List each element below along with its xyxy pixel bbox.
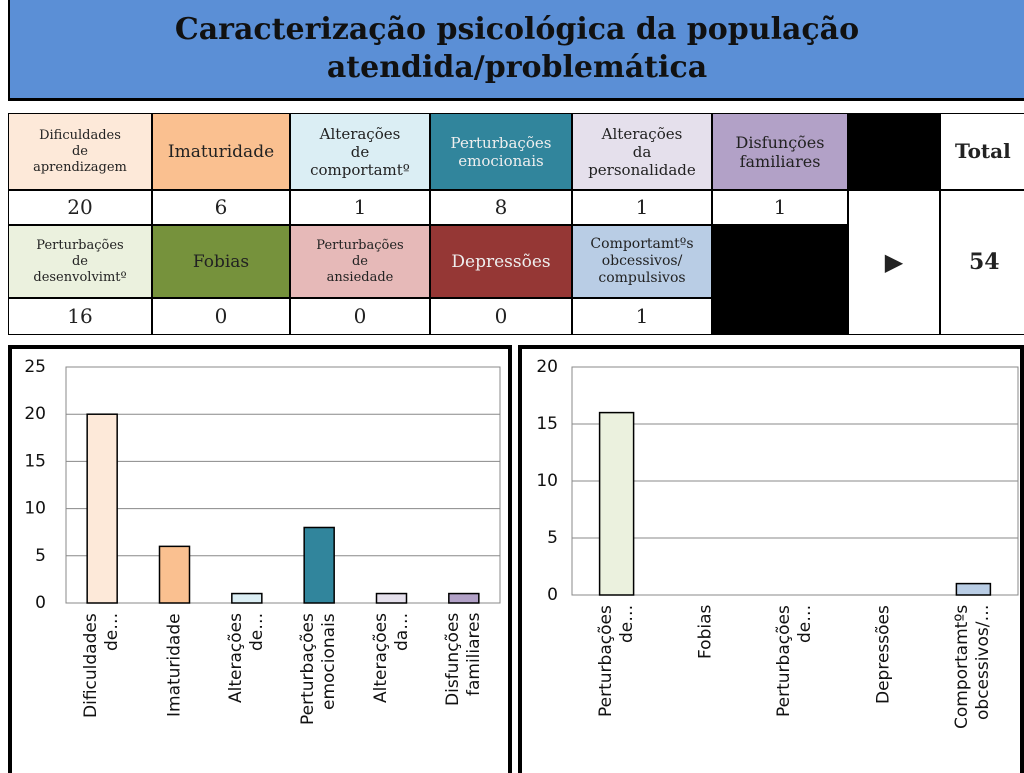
y-tick-label: 10 [24,499,46,519]
value-cell: 20 [8,190,152,225]
bar [158,545,191,604]
value-cell: 0 [290,298,430,335]
header-cell: Perturbações emocionais [430,113,572,190]
x-tick-label: Imaturidade [164,613,184,717]
header-cell: Dificuldades de aprendizagem [8,113,152,190]
y-tick-label: 0 [547,585,558,605]
y-tick-label: 5 [35,546,46,566]
y-tick-label: 25 [24,357,46,377]
bar [303,526,335,604]
value-cell: 1 [572,298,712,335]
header-cell: Depressões [430,225,572,298]
x-tick-label: Depressões [873,605,894,704]
title: Caracterização psicológica da população … [8,0,1024,101]
header-cell: Disfunções familiares [712,113,848,190]
y-tick-label: 20 [536,357,558,377]
x-tick-label: Disfunções familiares [442,613,484,707]
y-tick-label: 15 [536,414,558,434]
x-tick-label: Perturbações de… [774,605,815,717]
header-cell: Alterações da personalidade [572,113,712,190]
bar [375,592,408,604]
black-cell [848,113,940,190]
total-value: 54 [940,190,1024,335]
bar [86,413,118,604]
x-tick-label: Comportamtºs obcessivos/… [952,605,994,730]
bar [231,592,263,604]
total-label: Total [940,113,1024,190]
value-cell: 1 [572,190,712,225]
x-tick-label: Dificuldades de… [81,613,123,718]
value-cell: 1 [290,190,430,225]
plot-area [65,366,501,604]
value-cell: 0 [430,298,572,335]
value-cell: 0 [152,298,290,335]
header-cell: Imaturidade [152,113,290,190]
x-tick-label: Perturbações de… [595,605,637,717]
y-tick-label: 5 [547,528,558,548]
value-cell: 1 [712,190,848,225]
x-tick-label: Alterações de… [225,613,267,703]
header-cell: Comportamtºs obcessivos/ compulsivos [572,225,712,298]
y-tick-label: 15 [24,451,46,471]
black-cell [712,225,848,335]
plot-area [571,366,1019,596]
chart-frame [518,345,1024,773]
chart-frame [8,345,512,773]
bar [598,411,635,596]
value-cell: 16 [8,298,152,335]
x-tick-label: Perturbações emocionais [298,613,340,725]
arrow: ▶ [848,190,940,335]
header-cell: Perturbações de ansiedade [290,225,430,298]
bar [448,592,480,604]
x-tick-label: Alterações da… [370,613,412,703]
y-tick-label: 20 [24,404,46,424]
value-cell: 8 [430,190,572,225]
bar [955,582,992,596]
header-cell: Alterações de comportamtº [290,113,430,190]
y-tick-label: 0 [35,593,46,613]
header-cell: Fobias [152,225,290,298]
value-cell: 6 [152,190,290,225]
x-tick-label: Fobias [695,605,716,660]
y-tick-label: 10 [536,471,558,491]
header-cell: Perturbações de desenvolvimtº [8,225,152,298]
